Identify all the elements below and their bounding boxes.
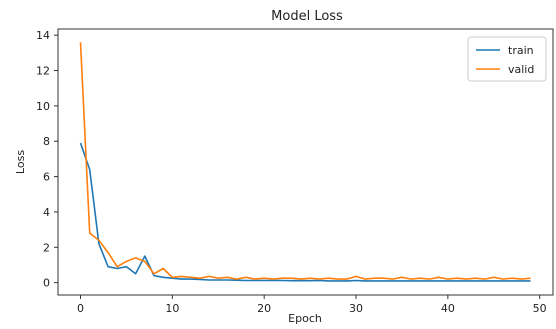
x-axis-label: Epoch (288, 312, 322, 325)
y-tick-label: 8 (43, 135, 50, 148)
x-tick-label: 30 (349, 302, 363, 315)
x-tick-label: 50 (533, 302, 547, 315)
y-tick-label: 10 (36, 100, 50, 113)
x-tick-label: 40 (441, 302, 455, 315)
x-axis: 0 10 20 30 40 50 (77, 295, 547, 315)
series-line-train (79, 142, 531, 282)
y-tick-label: 0 (43, 277, 50, 290)
series-lines (79, 42, 531, 282)
x-tick-label: 20 (257, 302, 271, 315)
plot-area (57, 28, 554, 296)
y-tick-label: 6 (43, 171, 50, 184)
y-axis: 0 2 4 6 8 10 12 14 (36, 29, 58, 290)
legend-label-valid: valid (508, 63, 534, 76)
y-tick-label: 12 (36, 65, 50, 78)
y-axis-label: Loss (14, 150, 27, 174)
x-tick-label: 10 (165, 302, 179, 315)
y-tick-label: 4 (43, 206, 50, 219)
x-tick-label: 0 (77, 302, 84, 315)
legend: train valid (467, 36, 547, 82)
y-tick-label: 14 (36, 29, 50, 42)
legend-label-train: train (508, 44, 534, 57)
series-line-valid (79, 42, 531, 280)
y-tick-label: 2 (43, 241, 50, 254)
legend-box (467, 36, 547, 82)
chart-title: Model Loss (271, 9, 343, 24)
